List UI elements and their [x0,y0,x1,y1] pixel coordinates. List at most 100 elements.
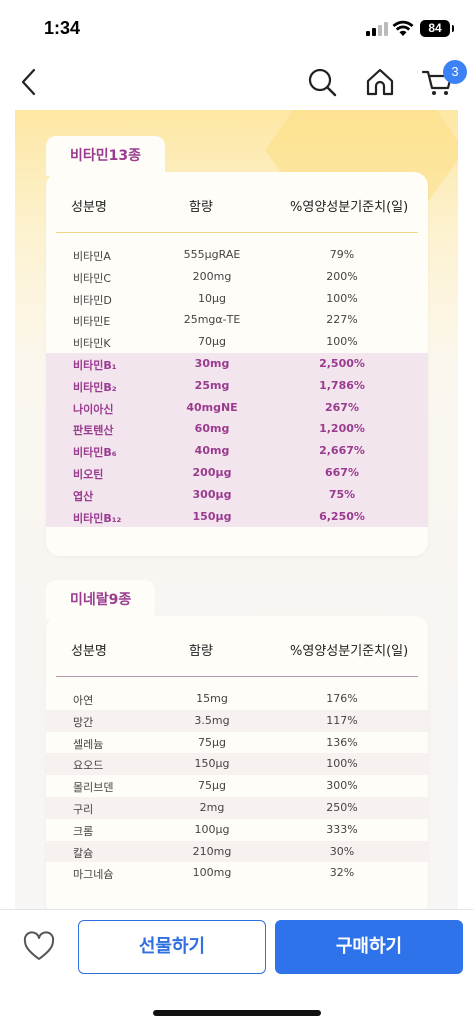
gift-button[interactable]: 선물하기 [78,920,266,974]
ingredient-name: 비타민D [73,293,112,307]
signal-icon [366,22,388,36]
minerals-table: 성분명 함량 %영양성분기준치(일) 아연 15mg 176% 망간 3.5mg 117%… [46,616,428,910]
daily-value-percent: 117% [326,713,358,727]
ingredient-name: 크롬 [73,824,94,838]
heart-icon[interactable] [22,930,56,964]
ingredient-name: 칼슘 [73,846,94,860]
daily-value-percent: 136% [326,735,358,749]
daily-value-percent: 100% [326,291,358,305]
ingredient-name: 비타민B₂ [73,380,117,394]
daily-value-percent: 79% [329,248,355,261]
table-row: 비타민K 70μg 100% [46,331,428,353]
daily-value-percent: 1,786% [319,378,365,392]
ingredient-amount: 40mg [194,444,230,458]
table-row: 요오드 150μg 100% [46,753,428,776]
ingredient-name: 구리 [73,803,94,816]
chevron-left-icon[interactable] [16,66,42,98]
ingredient-amount: 150μg [194,757,230,771]
home-icon[interactable] [364,66,396,98]
table-row: 셀레늄 75μg 136% [46,732,428,754]
buy-button[interactable]: 구매하기 [275,920,463,974]
table-row: 비타민E 25mgα-TE 227% [46,309,428,331]
daily-value-percent: 6,250% [319,509,365,523]
header-amount: 함량 [189,200,213,215]
ingredient-amount: 30mg [194,357,230,370]
ingredient-amount: 200mg [192,269,232,283]
header-divider [56,676,418,677]
top-nav [0,56,473,110]
ingredient-name: 비타민C [73,271,112,285]
table-row: 망간 3.5mg 117% [46,709,428,732]
ingredient-amount: 100mg [192,866,232,880]
daily-value-percent: 75% [328,487,356,501]
ingredient-name: 판토텐산 [73,424,114,438]
ingredient-amount: 40mgNE [186,400,238,414]
ingredient-name: 비타민B₁₂ [73,511,122,525]
daily-value-percent: 30% [329,844,355,858]
table-row: 비타민B₆ 40mg 2,667% [46,440,428,462]
table-row: 엽산 300μg 75% [46,483,428,506]
table-row: 마그네슘 100mg 32% [46,862,428,884]
battery-icon: 84 [420,20,454,37]
header-name: 성분명 [71,200,107,215]
daily-value-percent: 333% [326,822,358,836]
ingredient-name: 아연 [73,694,94,707]
table-row: 몰리브덴 75μg 300% [46,775,428,797]
ingredient-name: 비타민B₆ [73,446,117,460]
daily-value-percent: 2,667% [319,444,365,458]
ingredient-amount: 300μg [192,487,232,501]
table-row: 비타민B₁₂ 150μg 6,250% [46,505,428,528]
table-row: 판토텐산 60mg 1,200% [46,418,428,441]
search-icon[interactable] [306,66,338,98]
ingredient-amount: 200μg [192,466,232,479]
table-row: 나이아신 40mgNE 267% [46,396,428,419]
table-row: 비타민B₂ 25mg 1,786% [46,374,428,397]
vitamins-table: 성분명 함량 %영양성분기준치(일) 비타민A 555μgRAE 79% 비타민C 20… [46,172,428,556]
cart-count-badge: 3 [443,60,467,84]
ingredient-amount: 25mgα-TE [183,313,241,327]
ingredient-amount: 10μg [198,291,226,305]
daily-value-percent: 227% [326,313,358,327]
ingredient-name: 요오드 [73,759,104,773]
ingredient-name: 나이아신 [73,402,114,416]
ingredient-name: 비타민A [73,250,111,263]
ingredient-name: 셀레늄 [73,737,104,751]
table-row: 크롬 100μg 333% [46,819,428,841]
ingredient-amount: 25mg [194,378,230,392]
bottom-action-bar: 선물하기 구매하기 [0,909,473,1024]
ingredient-name: 비타민B₁ [73,359,117,372]
ingredient-name: 몰리브덴 [73,781,114,795]
ingredient-amount: 210mg [192,844,232,858]
table-row: 칼슘 210mg 30% [46,840,428,863]
table-row: 구리 2mg 250% [46,797,428,819]
daily-value-percent: 667% [325,466,359,479]
header-name: 성분명 [71,644,107,659]
status-bar: 1:34 84 [0,0,473,56]
daily-value-percent: 1,200% [319,422,365,436]
table-row: 비오틴 200μg 667% [46,462,428,484]
ingredient-amount: 150μg [192,509,232,523]
table-header: 성분명 함량 %영양성분기준치(일) [46,616,428,676]
ingredient-amount: 15mg [196,692,228,705]
ingredient-name: 비타민E [73,315,111,329]
ingredient-amount: 3.5mg [194,713,230,727]
ingredient-amount: 2mg [199,801,225,814]
table-header: 성분명 함량 %영양성분기준치(일) [46,172,428,232]
daily-value-percent: 300% [326,779,358,793]
home-indicator [153,1010,321,1016]
daily-value-percent: 200% [326,269,358,283]
wifi-icon [392,20,414,36]
daily-value-percent: 100% [326,335,358,349]
ingredient-amount: 60mg [194,422,230,436]
nutrition-content: 비타민13종 성분명 함량 %영양성분기준치(일) 비타민A 555μgRAE 79… [15,110,458,910]
table-row: 비타민B₁ 30mg 2,500% [46,353,428,375]
ingredient-name: 비오틴 [73,468,104,481]
header-daily-value: %영양성분기준치(일) [290,644,409,659]
ingredient-name: 망간 [73,715,94,729]
tab-vitamins: 비타민13종 [46,136,166,176]
table-row: 비타민A 555μgRAE 79% [46,244,428,266]
ingredient-amount: 75μg [198,735,226,749]
table-row: 비타민C 200mg 200% [46,266,428,288]
ingredient-amount: 75μg [198,779,226,793]
table-row: 아연 15mg 176% [46,688,428,710]
